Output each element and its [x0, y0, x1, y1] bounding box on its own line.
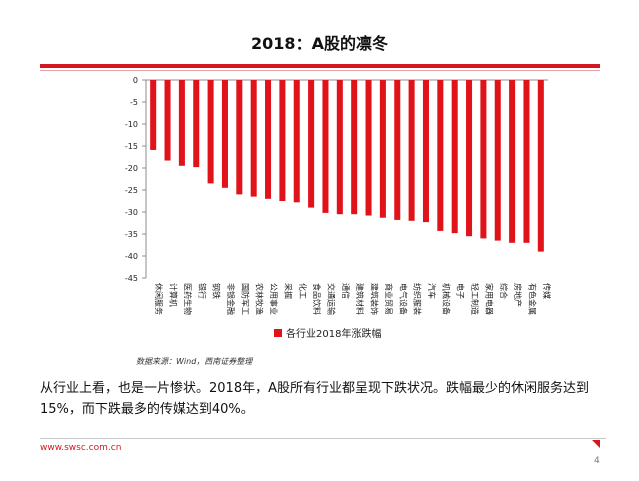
y-tick-label: -45 — [125, 274, 138, 283]
legend: 各行业2018年涨跌幅 — [274, 327, 381, 340]
x-category-label: 建筑装饰 — [370, 283, 380, 315]
x-category-label: 采掘 — [283, 283, 293, 299]
page-number: 4 — [594, 456, 600, 466]
y-tick-label: -25 — [125, 186, 138, 195]
bar — [422, 80, 429, 223]
x-category-label: 非银金融 — [226, 283, 236, 315]
bar — [164, 80, 171, 161]
x-category-label: 汽车 — [427, 283, 437, 299]
x-category-label: 机械设备 — [441, 283, 451, 315]
bar — [379, 80, 386, 218]
bar — [279, 80, 286, 201]
bar — [466, 80, 473, 237]
x-category-label: 公用事业 — [269, 283, 279, 315]
bar — [408, 80, 415, 221]
legend-swatch — [274, 329, 282, 337]
x-category-label: 房地产 — [513, 283, 523, 307]
x-category-label: 电子 — [456, 283, 466, 299]
data-source-note: 数据来源：Wind，西南证券整理 — [136, 357, 253, 366]
x-category-label: 电气设备 — [398, 283, 408, 315]
x-category-label: 纺织服装 — [413, 283, 423, 315]
commentary-text: 从行业上看，也是一片惨状。2018年，A股所有行业都呈现下跌状况。跌幅最少的休闲… — [40, 381, 589, 417]
y-tick-label: -15 — [125, 142, 138, 151]
bar — [207, 80, 214, 184]
bar — [293, 80, 300, 203]
title-divider — [40, 64, 600, 68]
bar — [351, 80, 358, 215]
bar — [480, 80, 487, 239]
x-category-label: 商业贸易 — [384, 283, 394, 315]
title-divider-thin — [40, 70, 600, 71]
x-category-label: 休闲服务 — [154, 283, 164, 315]
y-tick-label: 0 — [133, 76, 138, 85]
x-category-label: 综合 — [499, 283, 509, 299]
x-category-label: 家用电器 — [484, 283, 494, 315]
x-axis-labels: 休闲服务 计算机 医药生物 银行 钢铁 非银金融 国防军工 农林牧渔 公用事业 采掘 化工 食品饮料交… — [154, 283, 552, 315]
x-category-label: 钢铁 — [212, 283, 222, 299]
x-category-label: 传媒 — [542, 283, 552, 299]
x-category-label: 计算机 — [169, 283, 179, 307]
x-category-label: 食品饮料 — [312, 283, 322, 315]
bar — [437, 80, 444, 231]
x-category-label: 医药生物 — [183, 283, 193, 315]
bar — [523, 80, 530, 243]
bar — [150, 80, 157, 150]
bars — [150, 80, 544, 252]
x-category-label: 农林牧渔 — [255, 283, 265, 315]
bar — [236, 80, 243, 195]
bar — [336, 80, 343, 215]
y-tick-label: -10 — [125, 120, 138, 129]
bar — [308, 80, 315, 208]
y-tick-label: -35 — [125, 230, 138, 239]
bar — [322, 80, 329, 213]
bar — [221, 80, 228, 188]
x-category-label: 银行 — [197, 283, 207, 299]
bar — [494, 80, 501, 241]
x-category-label: 有色金属 — [527, 283, 537, 315]
x-category-label: 建筑材料 — [355, 283, 365, 315]
y-tick-label: -40 — [125, 252, 138, 261]
bar — [265, 80, 272, 199]
y-tick-label: -30 — [125, 208, 138, 217]
y-tick-label: -5 — [130, 98, 138, 107]
y-tick-label: -20 — [125, 164, 138, 173]
bar — [250, 80, 257, 197]
slide-title: 2018：A股的凛冬 — [251, 34, 388, 53]
bar — [537, 80, 544, 252]
x-category-label: 国防军工 — [240, 283, 250, 315]
bar — [193, 80, 200, 168]
footer-divider — [40, 438, 606, 439]
x-category-label: 化工 — [298, 283, 308, 299]
x-category-label: 交通运输 — [326, 283, 336, 315]
x-category-label: 轻工制造 — [470, 283, 480, 315]
bar — [365, 80, 372, 216]
bar — [451, 80, 458, 234]
footer-corner-mark — [592, 440, 600, 448]
bar — [178, 80, 185, 166]
x-category-label: 通信 — [341, 283, 351, 299]
legend-label: 各行业2018年涨跌幅 — [286, 327, 381, 340]
bar — [394, 80, 401, 220]
bar — [509, 80, 516, 243]
footer-website-link[interactable]: www.swsc.com.cn — [40, 443, 122, 453]
